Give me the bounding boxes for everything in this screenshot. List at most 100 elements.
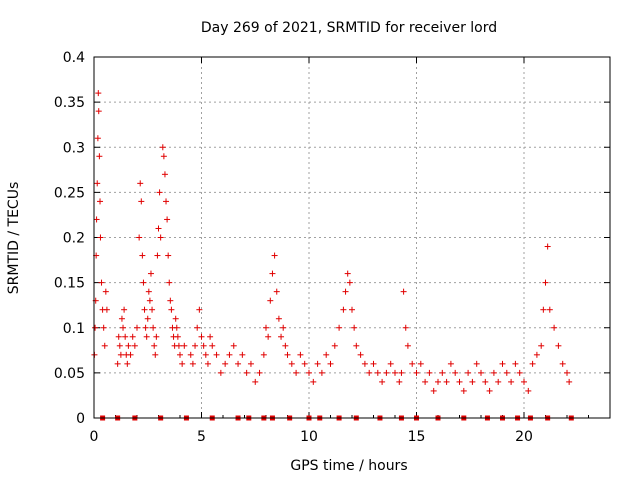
data-point — [499, 360, 506, 367]
data-point — [152, 351, 159, 358]
data-point — [301, 360, 308, 367]
data-point — [366, 369, 373, 376]
data-point — [97, 234, 104, 241]
data-point — [267, 297, 274, 304]
data-point — [154, 252, 161, 259]
data-point — [465, 369, 472, 376]
data-point — [409, 360, 416, 367]
data-point — [243, 369, 250, 376]
data-point — [538, 342, 545, 349]
data-point — [512, 360, 519, 367]
y-tick-label: 0.2 — [63, 231, 85, 247]
y-tick-label: 0 — [76, 411, 85, 427]
data-point — [379, 378, 386, 385]
data-point — [417, 360, 424, 367]
data-point — [127, 351, 134, 358]
data-point — [125, 342, 132, 349]
data-point — [392, 369, 398, 376]
x-axis-label: GPS time / hours — [290, 458, 407, 474]
data-point — [336, 324, 343, 331]
data-point — [293, 369, 300, 376]
data-point — [275, 315, 282, 322]
data-point — [173, 324, 180, 331]
data-point — [165, 252, 172, 259]
data-point — [374, 369, 381, 376]
data-point — [172, 315, 179, 322]
data-point — [177, 351, 183, 358]
data-point — [140, 279, 147, 286]
data-point — [404, 342, 411, 349]
data-point — [357, 351, 364, 358]
data-point — [168, 306, 175, 313]
data-point — [102, 288, 109, 295]
data-point — [226, 351, 233, 358]
data-point — [508, 378, 515, 385]
data-point — [351, 324, 358, 331]
data-point — [235, 360, 242, 367]
data-point — [187, 351, 194, 358]
data-point — [284, 351, 291, 358]
data-point — [143, 333, 150, 340]
data-point — [398, 369, 405, 376]
data-point — [542, 279, 549, 286]
plot-frame — [93, 56, 611, 419]
data-point — [153, 333, 160, 340]
data-point — [344, 270, 351, 277]
data-point — [443, 378, 450, 385]
data-point — [150, 324, 157, 331]
data-point — [288, 360, 295, 367]
data-points — [91, 90, 573, 394]
data-point — [239, 351, 246, 358]
data-point — [503, 369, 510, 376]
x-tick-label: 10 — [300, 429, 318, 445]
data-point — [174, 333, 181, 340]
y-tick-label: 0.3 — [63, 140, 85, 156]
data-point — [146, 297, 153, 304]
data-point — [297, 351, 304, 358]
data-point — [141, 306, 148, 313]
data-point — [265, 333, 272, 340]
data-point — [529, 360, 536, 367]
data-point — [273, 288, 280, 295]
data-point — [400, 288, 407, 295]
data-point — [460, 387, 467, 394]
chart-title: Day 269 of 2021, SRMTID for receiver lor… — [201, 20, 497, 36]
data-point — [93, 216, 100, 223]
data-point — [142, 324, 149, 331]
y-axis-label: SRMTID / TECUs — [6, 182, 22, 295]
data-point — [161, 171, 168, 178]
data-point — [92, 324, 99, 331]
data-point — [192, 342, 199, 349]
data-point — [559, 360, 566, 367]
data-point — [278, 333, 285, 340]
data-point — [122, 333, 129, 340]
data-point — [156, 189, 163, 196]
data-point — [323, 351, 330, 358]
data-point — [117, 351, 124, 358]
data-point — [204, 360, 211, 367]
data-point — [145, 288, 152, 295]
data-point — [202, 351, 209, 358]
data-point — [157, 234, 164, 241]
data-point — [120, 324, 127, 331]
data-point — [447, 360, 454, 367]
data-point — [196, 306, 203, 313]
data-point — [149, 306, 156, 313]
data-point — [422, 378, 429, 385]
data-point — [163, 198, 170, 205]
data-point — [566, 378, 573, 385]
data-point — [94, 180, 101, 187]
data-point — [269, 270, 276, 277]
data-point — [101, 342, 108, 349]
data-point — [164, 216, 171, 223]
data-point — [96, 153, 103, 160]
data-point — [95, 90, 102, 97]
data-point — [98, 279, 105, 286]
y-tick-label: 0.1 — [63, 321, 85, 337]
data-point — [533, 351, 540, 358]
data-point — [94, 135, 101, 142]
data-point — [209, 342, 216, 349]
data-point — [247, 360, 254, 367]
data-point — [387, 360, 394, 367]
